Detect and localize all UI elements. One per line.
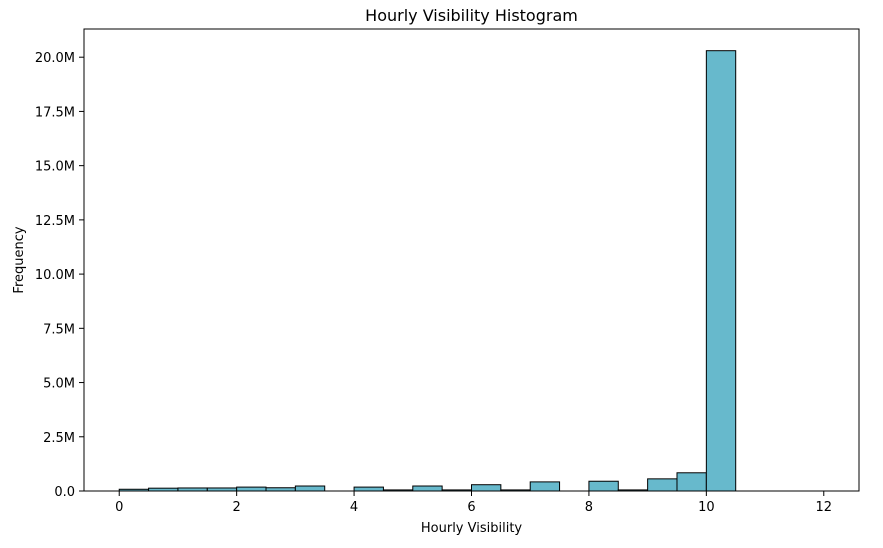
x-tick-label: 2: [233, 500, 241, 515]
y-tick-label: 20.0M: [35, 51, 75, 66]
histogram-bar-20: [705, 50, 737, 492]
bars-group: [118, 50, 737, 492]
y-tick-label: 5.0M: [43, 377, 75, 392]
histogram-bar-16: [588, 480, 619, 492]
y-tick-label: 15.0M: [35, 160, 75, 175]
x-axis-ticks: 0 2 4 6 8 10 12: [115, 491, 832, 515]
histogram-bar-8: [353, 486, 384, 492]
y-tick-label: 12.5M: [35, 214, 75, 229]
x-tick-label: 8: [585, 500, 593, 515]
histogram-bar-19: [676, 472, 707, 492]
histogram-bar-6: [294, 485, 326, 492]
y-tick-label: 2.5M: [43, 431, 75, 446]
y-tick-label: 7.5M: [43, 322, 75, 337]
histogram-bar-12: [471, 484, 502, 492]
x-axis-label: Hourly Visibility: [421, 521, 523, 536]
y-tick-label: 17.5M: [35, 105, 75, 120]
plot-area-frame: [83, 28, 860, 492]
y-tick-label: 10.0M: [35, 268, 75, 283]
histogram-bar-14: [529, 481, 561, 492]
histogram-bar-18: [647, 478, 678, 492]
y-axis-ticks: 0.0 2.5M 5.0M 7.5M 10.0M 12.5M 15.0M 17.5M 20.0M: [35, 51, 84, 500]
x-tick-label: 0: [115, 500, 123, 515]
chart-title: Hourly Visibility Histogram: [365, 6, 578, 25]
x-tick-label: 6: [467, 500, 475, 515]
x-tick-label: 4: [350, 500, 358, 515]
y-axis-label: Frequency: [12, 226, 27, 293]
y-tick-label: 0.0: [54, 485, 75, 500]
histogram-bar-10: [412, 485, 443, 492]
x-tick-label: 12: [815, 500, 832, 515]
x-tick-label: 10: [698, 500, 715, 515]
histogram-bar-4: [236, 486, 267, 492]
